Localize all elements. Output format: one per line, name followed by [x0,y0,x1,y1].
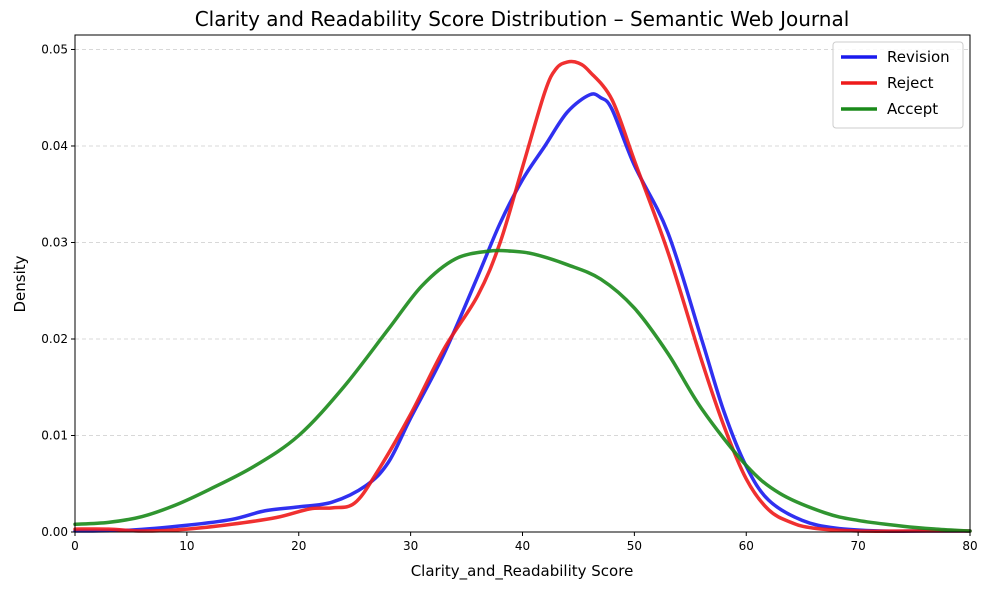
chart-title: Clarity and Readability Score Distributi… [195,7,850,31]
legend-box [832,41,964,129]
y-tick-label: 0.01 [41,428,68,442]
grid [75,49,970,436]
x-tick-label: 40 [515,539,530,553]
x-tick-label: 80 [962,539,977,553]
legend-label-revision: Revision [887,48,950,66]
x-tick-label: 30 [403,539,418,553]
x-tick-label: 70 [850,539,865,553]
legend: Revision Reject Accept [832,41,964,129]
y-tick-label: 0.04 [41,139,68,153]
y-tick-label: 0.02 [41,332,68,346]
y-tick-label: 0.03 [41,235,68,249]
y-tick-label: 0.00 [41,525,68,539]
x-tick-label: 0 [71,539,79,553]
y-axis-label: Density [11,255,29,312]
y-tick-label: 0.05 [41,42,68,56]
series-line-reject [73,59,972,533]
series-line-revision [73,92,972,533]
x-tick-label: 50 [627,539,642,553]
legend-label-accept: Accept [887,100,938,118]
y-axis: 0.00 0.01 0.02 0.03 0.04 0.05 [41,42,75,539]
x-axis-label: Clarity_and_Readability Score [411,562,634,581]
x-tick-label: 10 [179,539,194,553]
x-tick-label: 60 [739,539,754,553]
series-lines [73,59,972,533]
legend-label-reject: Reject [887,74,934,92]
x-tick-label: 20 [291,539,306,553]
x-axis: 0 10 20 30 40 50 60 70 80 [71,532,978,553]
series-line-accept [73,248,972,533]
